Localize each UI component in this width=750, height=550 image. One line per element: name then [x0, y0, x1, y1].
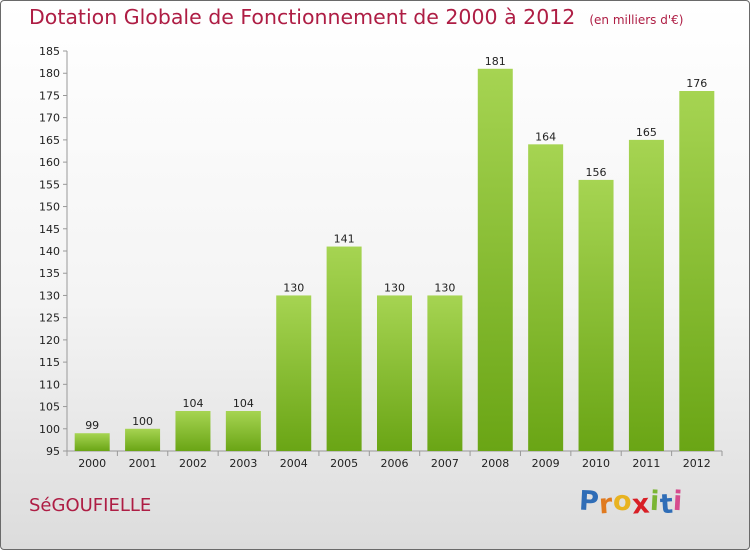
title-main: Dotation Globale de Fonctionnement de 20… [29, 5, 576, 29]
y-tick-label: 150 [39, 201, 60, 214]
y-tick-label: 155 [39, 178, 60, 191]
y-tick-label: 145 [39, 223, 60, 236]
y-tick-label: 135 [39, 267, 60, 280]
value-label: 104 [233, 397, 254, 410]
value-label: 156 [586, 166, 607, 179]
proxiti-logo[interactable]: Proxiti [578, 485, 684, 521]
value-label: 130 [434, 281, 455, 294]
bar-2008 [477, 68, 513, 452]
x-tick-label: 2001 [129, 457, 157, 470]
value-label: 141 [334, 233, 355, 246]
value-labels: 99 100 104 104 130 141 130 130 181 164 156 165 176 [85, 55, 707, 432]
bar-2001 [125, 428, 161, 451]
x-tick-label: 2004 [280, 457, 308, 470]
y-tick-label: 175 [39, 89, 60, 102]
value-label: 104 [182, 397, 203, 410]
title-unit: (en milliers d'€) [589, 13, 684, 27]
y-tick-label: 110 [39, 378, 60, 391]
x-tick-label: 2007 [431, 457, 459, 470]
y-tick-label: 95 [46, 445, 60, 458]
value-label: 181 [485, 55, 506, 68]
logo-letter: o [612, 485, 633, 518]
y-tick-label: 125 [39, 312, 60, 325]
value-label: 164 [535, 130, 556, 143]
x-tick-label: 2012 [683, 457, 711, 470]
x-tick-label: 2010 [582, 457, 610, 470]
y-tick-label: 170 [39, 112, 60, 125]
bars [74, 68, 715, 452]
y-tick-label: 160 [39, 156, 60, 169]
logo-letter: i [672, 485, 684, 518]
bar-2011 [628, 139, 664, 451]
bar-2000 [74, 433, 110, 451]
value-label: 130 [384, 281, 405, 294]
x-tick-label: 2011 [632, 457, 660, 470]
x-tick-label: 2009 [532, 457, 560, 470]
x-tick-label: 2002 [179, 457, 207, 470]
bar-2004 [276, 295, 312, 451]
bar-2005 [326, 246, 362, 451]
y-tick-label: 180 [39, 67, 60, 80]
x-tick-label: 2000 [78, 457, 106, 470]
y-tick-label: 115 [39, 356, 60, 369]
x-tick-label: 2003 [229, 457, 257, 470]
y-tick-label: 105 [39, 401, 60, 414]
logo-letter: P [578, 485, 601, 518]
chart-title: Dotation Globale de Fonctionnement de 20… [29, 5, 683, 29]
y-tick-label: 100 [39, 423, 60, 436]
y-tick-label: 130 [39, 289, 60, 302]
value-label: 100 [132, 415, 153, 428]
value-label: 99 [85, 419, 99, 432]
bar-2002 [175, 411, 211, 451]
y-tick-label: 140 [39, 245, 60, 258]
bar-2009 [528, 144, 564, 452]
axes: 95 100 105 110 115 120 125 130 135 140 145 150 155 16… [39, 45, 723, 470]
commune-name: SéGOUFIELLE [29, 495, 152, 516]
value-label: 165 [636, 126, 657, 139]
y-tick-label: 185 [39, 45, 60, 58]
x-tick-label: 2005 [330, 457, 358, 470]
x-tick-label: 2006 [381, 457, 409, 470]
y-tick-label: 120 [39, 334, 60, 347]
bar-2007 [427, 295, 463, 451]
bar-2012 [679, 91, 715, 451]
value-label: 130 [283, 281, 304, 294]
x-tick-label: 2008 [481, 457, 509, 470]
bar-2003 [225, 411, 261, 451]
y-tick-label: 165 [39, 134, 60, 147]
bar-2006 [377, 295, 412, 451]
bar-2010 [578, 179, 614, 451]
value-label: 176 [686, 77, 707, 90]
logo-letter: x [631, 488, 652, 521]
